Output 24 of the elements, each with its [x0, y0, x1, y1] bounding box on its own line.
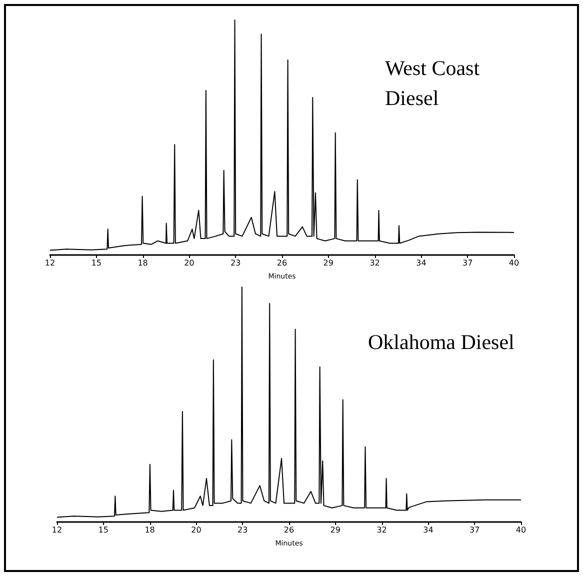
- x-tick-label: 32: [370, 258, 380, 268]
- x-tick-label: 12: [44, 258, 56, 268]
- x-tick-label: 34: [423, 526, 434, 534]
- x-tick-label: 15: [91, 258, 102, 268]
- x-tick-label: 15: [98, 526, 108, 534]
- x-tick-label: 18: [144, 526, 155, 534]
- x-tick-label: 40: [508, 258, 520, 268]
- x-tick-label: 34: [416, 258, 426, 268]
- x-tick-label: 29: [330, 526, 340, 534]
- x-tick-label: 37: [470, 526, 480, 534]
- x-tick-label: 32: [376, 526, 387, 534]
- x-tick-label: 26: [284, 526, 294, 534]
- x-tick-label: 37: [462, 258, 473, 268]
- x-tick-label: 40: [516, 526, 526, 534]
- x-tick-label: 26: [276, 258, 288, 268]
- x-tick-label: 20: [184, 258, 194, 268]
- text: Oklahoma Diesel: [368, 330, 515, 354]
- x-tick-label: 23: [230, 258, 241, 268]
- x-tick-label: 20: [191, 526, 202, 534]
- x-tick-label: 23: [238, 526, 248, 534]
- x-tick-label: 18: [138, 258, 148, 268]
- text: West Coast Diesel: [385, 56, 485, 110]
- x-tick-label: 12: [52, 526, 62, 534]
- x-tick-label: 29: [323, 258, 334, 268]
